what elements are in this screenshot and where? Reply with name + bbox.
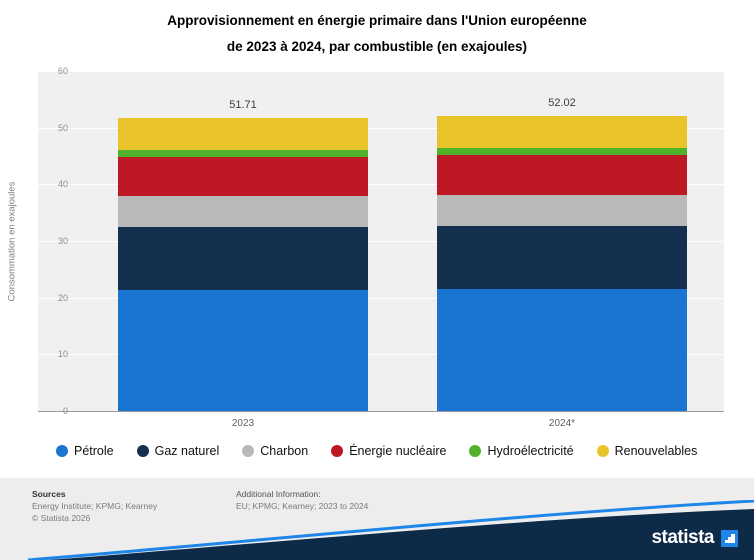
x-axis-label: 2023 [231, 418, 255, 429]
legend-label: Énergie nucléaire [349, 444, 447, 458]
legend-marker-icon [469, 445, 482, 457]
legend-marker-icon [56, 445, 68, 457]
sources-block: Sources Energy Institute; KPMG; Kearney … [32, 488, 157, 524]
gridline [38, 127, 724, 129]
stacked-bar-2023 [118, 117, 368, 411]
legend-label: Gaz naturel [154, 444, 220, 458]
legend: Pétrole Gaz naturel Charbon Énergie nucléai… [56, 444, 697, 458]
gridline [38, 71, 724, 72]
gridline [38, 297, 724, 299]
legend-item-gaz-naturel: Gaz naturel [136, 444, 220, 458]
bar-segment-energie-nucleaire [437, 154, 687, 196]
legend-item-charbon: Charbon [242, 444, 308, 458]
additional-info-line: EU; KPMG; Kearney; 2023 to 2024 [236, 501, 369, 511]
sources-line: Energy Institute; KPMG; Kearney [32, 501, 158, 511]
y-tick-label: 60 [57, 66, 68, 76]
legend-label: Charbon [260, 444, 309, 458]
legend-item-energie-nucleaire: Énergie nucléaire [331, 444, 446, 458]
additional-info-heading: Additional Information: [236, 489, 321, 499]
y-tick-label: 50 [57, 122, 68, 133]
bar-segment-gaz-naturel [437, 226, 687, 290]
x-axis-label: 2024* [548, 418, 576, 429]
sources-heading: Sources [32, 489, 66, 499]
gridline [38, 241, 724, 242]
legend-marker-icon [331, 445, 344, 457]
statista-wordmark: statista [651, 527, 714, 548]
y-axis-title: Consommation en exajoules [6, 181, 18, 302]
plot-area: 0 10 20 30 40 50 60 51.71 52.02 [38, 66, 724, 416]
gridline [38, 184, 724, 186]
legend-label: Renouvelables [614, 444, 698, 458]
legend-marker-icon [242, 445, 255, 457]
bar-total-label: 52.02 [548, 97, 576, 110]
y-tick-label: 40 [57, 179, 68, 190]
copyright-line: © Statista 2026 [32, 513, 91, 523]
stacked-bar-2024- [437, 116, 687, 411]
wave-blue-curve [27, 500, 754, 560]
bar-segment-charbon [437, 195, 687, 227]
legend-item-renouvelables: Renouvelables [596, 444, 698, 458]
legend-marker-icon [596, 445, 609, 457]
y-tick-label: 0 [62, 406, 68, 416]
bar-segment-renouvelables [118, 117, 368, 150]
legend-item-hydroelectricite: Hydroélectricité [469, 444, 574, 458]
bar-segment-petrole [437, 289, 687, 411]
y-tick-label: 20 [57, 292, 68, 303]
statista-logo-mark-icon [721, 529, 738, 547]
gridline [38, 354, 724, 356]
chart-title-line2: de 2023 à 2024, par combustible (en exaj… [226, 39, 528, 54]
wave-navy-fill [48, 509, 754, 560]
additional-info-block: Additional Information: EU; KPMG; Kearne… [236, 488, 368, 512]
legend-marker-icon [136, 445, 149, 457]
statista-logo: statista [651, 527, 738, 549]
bar-segment-hydroelectricite [118, 149, 368, 157]
bar-segment-hydroelectricite [437, 148, 687, 155]
chart-title: Approvisionnement en énergie primaire da… [0, 8, 754, 60]
bar-segment-gaz-naturel [118, 226, 368, 290]
statista-wave [27, 500, 754, 560]
y-tick-label: 30 [57, 236, 68, 246]
chart-title-line1: Approvisionnement en énergie primaire da… [167, 13, 587, 28]
bar-segment-petrole [118, 289, 368, 411]
bar-total-label: 51.71 [229, 98, 257, 111]
bar-segment-energie-nucleaire [118, 156, 368, 196]
y-tick-label: 10 [57, 349, 68, 360]
bar-segment-renouvelables [437, 116, 687, 149]
legend-label: Hydroélectricité [487, 444, 574, 458]
bar-segment-charbon [118, 195, 368, 227]
legend-item-petrole: Pétrole [56, 444, 114, 458]
legend-label: Pétrole [74, 444, 114, 458]
